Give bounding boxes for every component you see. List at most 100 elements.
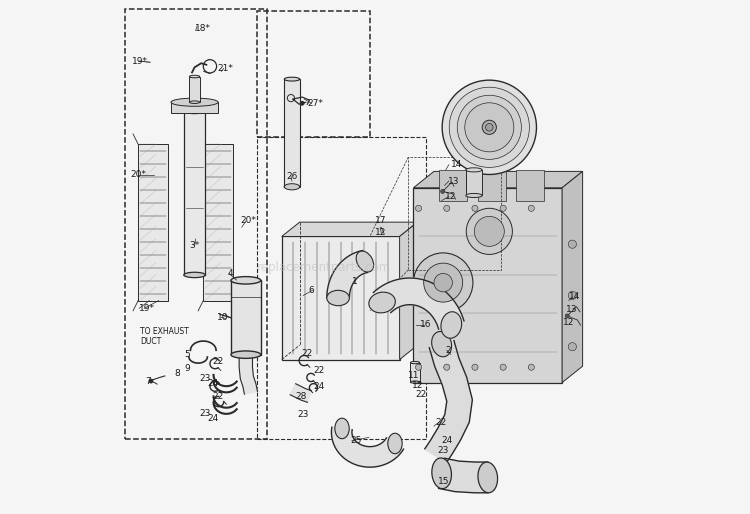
Ellipse shape	[184, 272, 206, 278]
Text: 12: 12	[375, 228, 386, 237]
Ellipse shape	[184, 108, 206, 114]
Circle shape	[566, 314, 569, 318]
Text: 21*: 21*	[217, 64, 233, 73]
Bar	[284, 79, 300, 187]
Circle shape	[466, 208, 512, 254]
Text: 12: 12	[412, 381, 423, 390]
Text: 4: 4	[228, 269, 233, 278]
Polygon shape	[374, 278, 464, 329]
Text: 27*: 27*	[308, 99, 323, 108]
Text: 22: 22	[212, 357, 223, 366]
Text: 14: 14	[568, 292, 580, 302]
Circle shape	[528, 205, 535, 211]
Circle shape	[500, 364, 506, 370]
Circle shape	[442, 80, 536, 174]
Text: 22: 22	[415, 390, 426, 399]
Bar	[184, 111, 206, 275]
Ellipse shape	[284, 77, 300, 81]
Circle shape	[465, 103, 514, 152]
Text: 9: 9	[184, 364, 190, 373]
Text: 18*: 18*	[194, 24, 211, 33]
Bar	[282, 236, 400, 359]
Bar	[408, 157, 500, 270]
Polygon shape	[239, 354, 257, 394]
Bar	[413, 188, 562, 382]
Bar	[257, 11, 370, 137]
Polygon shape	[282, 222, 418, 236]
Ellipse shape	[190, 101, 200, 103]
Circle shape	[568, 343, 577, 351]
Text: 12: 12	[445, 192, 456, 201]
Bar	[124, 9, 267, 439]
Text: 12: 12	[562, 318, 574, 327]
Polygon shape	[332, 427, 404, 467]
Ellipse shape	[284, 183, 300, 190]
Text: 6: 6	[308, 286, 314, 295]
Ellipse shape	[410, 361, 419, 364]
Text: 23: 23	[297, 410, 308, 419]
Ellipse shape	[410, 381, 419, 383]
Text: 10: 10	[217, 313, 229, 322]
Text: 22: 22	[302, 349, 313, 358]
Circle shape	[444, 364, 450, 370]
Text: 28: 28	[296, 392, 307, 401]
Circle shape	[449, 87, 530, 168]
Bar	[439, 170, 467, 200]
Ellipse shape	[478, 462, 497, 493]
Polygon shape	[327, 250, 368, 298]
Circle shape	[485, 123, 493, 131]
Polygon shape	[290, 384, 311, 402]
Ellipse shape	[327, 290, 350, 306]
Text: 20*: 20*	[130, 171, 146, 179]
Text: 24: 24	[208, 379, 219, 388]
Bar	[203, 144, 233, 301]
Circle shape	[500, 205, 506, 211]
Bar	[171, 102, 218, 114]
Text: 19*: 19*	[140, 304, 155, 313]
Circle shape	[528, 364, 535, 370]
Ellipse shape	[466, 193, 482, 197]
Text: replacementparts.com: replacementparts.com	[256, 261, 391, 274]
Ellipse shape	[369, 292, 395, 313]
Circle shape	[434, 273, 452, 292]
Bar	[231, 280, 261, 355]
Circle shape	[424, 263, 463, 302]
Circle shape	[474, 216, 504, 246]
Bar	[190, 77, 200, 102]
Ellipse shape	[466, 168, 482, 172]
Text: 16: 16	[420, 320, 431, 329]
Text: 15: 15	[437, 477, 449, 486]
Text: 7: 7	[146, 377, 151, 386]
Ellipse shape	[231, 277, 261, 284]
Polygon shape	[424, 341, 472, 463]
Text: 22: 22	[436, 417, 447, 427]
Ellipse shape	[231, 351, 261, 358]
Text: 17: 17	[375, 215, 386, 225]
Circle shape	[413, 253, 473, 313]
Ellipse shape	[356, 251, 374, 272]
Ellipse shape	[190, 75, 200, 78]
Bar	[410, 362, 419, 382]
Circle shape	[416, 364, 422, 370]
Circle shape	[149, 379, 153, 383]
Text: 11: 11	[408, 372, 420, 380]
Text: 8: 8	[174, 370, 180, 378]
Text: 24: 24	[208, 414, 219, 423]
Text: 19*: 19*	[131, 57, 148, 66]
Bar	[516, 170, 544, 200]
Circle shape	[472, 205, 478, 211]
Circle shape	[300, 101, 304, 105]
Text: 3*: 3*	[189, 241, 200, 250]
Text: 13: 13	[448, 177, 459, 186]
Ellipse shape	[334, 418, 350, 439]
Text: 20*: 20*	[241, 215, 256, 225]
Text: 13: 13	[566, 305, 578, 314]
Polygon shape	[400, 222, 418, 359]
Polygon shape	[413, 171, 583, 188]
Circle shape	[568, 240, 577, 248]
Ellipse shape	[284, 185, 300, 189]
Text: 22: 22	[314, 366, 325, 375]
Circle shape	[440, 189, 445, 193]
Bar	[138, 144, 168, 301]
Text: 2: 2	[446, 346, 452, 355]
